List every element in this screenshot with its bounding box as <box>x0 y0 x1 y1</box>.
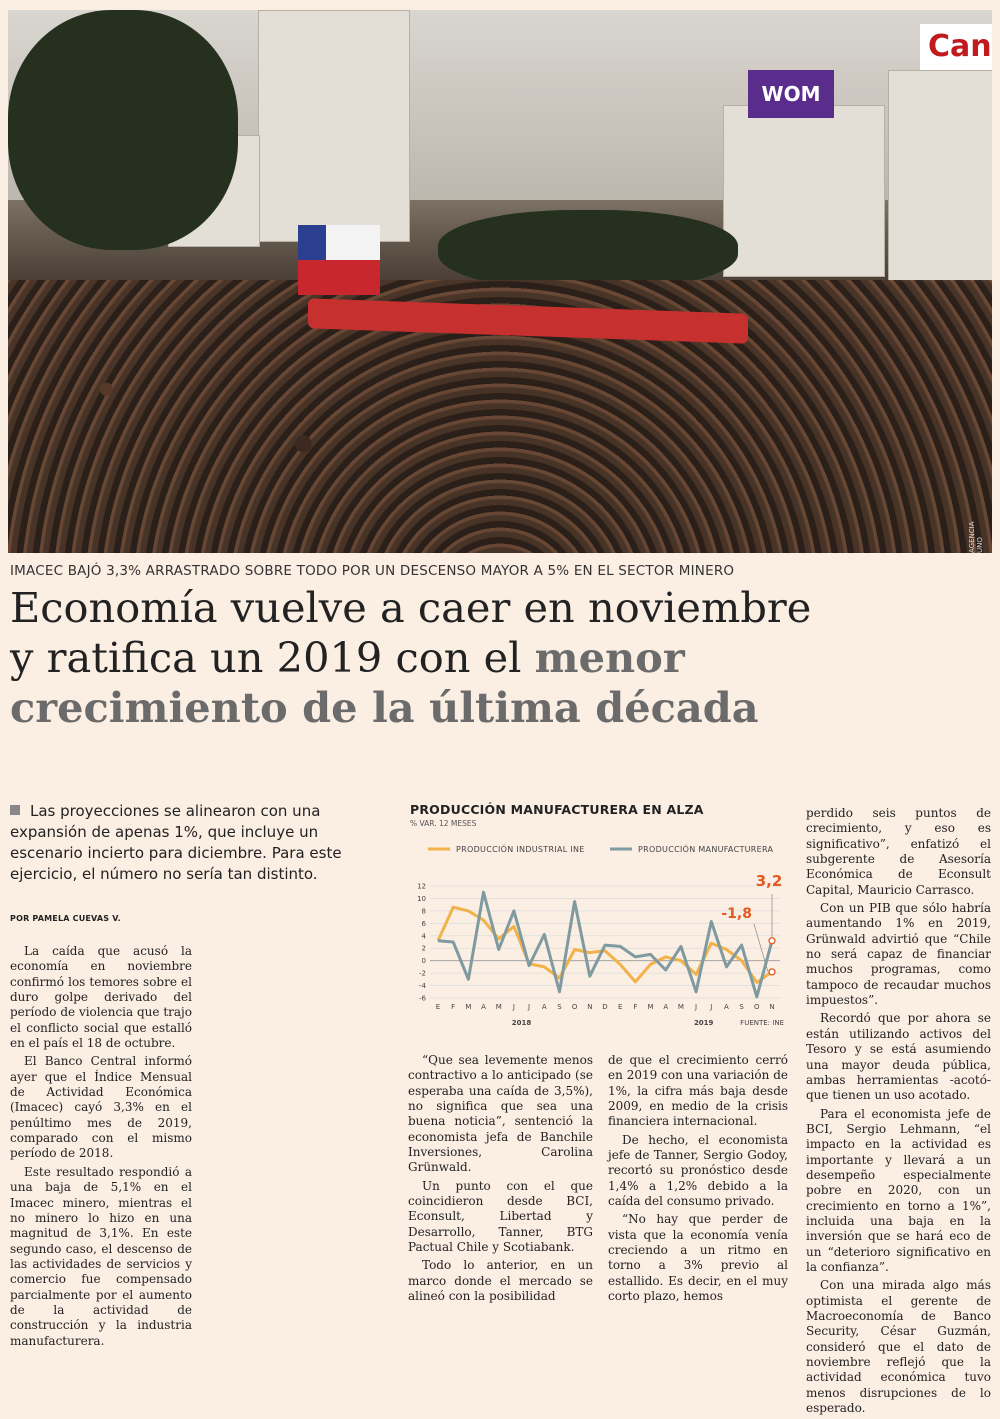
chart-subtitle: % VAR. 12 MESES <box>410 819 477 828</box>
x-tick-label: E <box>436 1003 440 1011</box>
x-tick-label: M <box>648 1003 654 1011</box>
y-tick-label: 12 <box>417 883 426 891</box>
legend-label: PRODUCCIÓN INDUSTRIAL INE <box>456 843 585 854</box>
paragraph: de que el crecimiento cerró en 2019 con … <box>608 1053 788 1129</box>
byline: POR PAMELA CUEVAS V. <box>10 914 121 923</box>
y-tick-label: 8 <box>422 907 426 915</box>
y-tick-label: -4 <box>419 982 427 990</box>
photo-building <box>888 70 992 282</box>
article-column-3: de que el crecimiento cerró en 2019 con … <box>608 1053 788 1308</box>
paragraph: perdido seis puntos de crecimiento, y es… <box>806 806 991 897</box>
photo-credit: AGENCIA UNO <box>968 521 984 554</box>
paragraph: La caída que acusó la economía en noviem… <box>10 944 192 1051</box>
photo-sign-wom: WOM <box>748 70 834 118</box>
x-tick-label: J <box>527 1003 530 1011</box>
paragraph: “No hay que perder de vista que la econo… <box>608 1212 788 1304</box>
lead-paragraph: Las proyecciones se alinearon con una ex… <box>10 801 380 885</box>
year-label: 2018 <box>512 1019 532 1027</box>
manufacturing-chart: PRODUCCIÓN MANUFACTURERA EN ALZA % VAR. … <box>408 800 793 1035</box>
kicker: IMACEC BAJÓ 3,3% ARRASTRADO SOBRE TODO P… <box>10 563 735 579</box>
photo-sign-canon: Can <box>920 24 992 70</box>
article-column-1: La caída que acusó la economía en noviem… <box>10 944 192 1352</box>
paragraph: El Banco Central informó ayer que el Índ… <box>10 1054 192 1161</box>
paragraph: Un punto con el que coincidieron desde B… <box>408 1178 593 1255</box>
news-photo: WOM Can AGENCIA UNO <box>8 10 992 553</box>
chart-svg: PRODUCCIÓN INDUSTRIAL INE PRODUCCIÓN MANU… <box>417 843 784 1027</box>
x-tick-label: S <box>557 1003 562 1011</box>
x-tick-label: F <box>633 1003 637 1011</box>
y-tick-label: -6 <box>419 995 427 1003</box>
chart-title: PRODUCCIÓN MANUFACTURERA EN ALZA <box>410 802 704 817</box>
x-tick-label: M <box>465 1003 471 1011</box>
photo-trees <box>438 210 738 290</box>
annotation-label: -1,8 <box>721 906 752 922</box>
x-tick-label: J <box>709 1003 712 1011</box>
x-tick-label: A <box>663 1003 668 1011</box>
lead-text: Las proyecciones se alinearon con una ex… <box>10 802 342 883</box>
headline-line2b: menor <box>534 633 685 682</box>
x-tick-label: D <box>602 1003 607 1011</box>
x-tick-label: J <box>694 1003 697 1011</box>
x-tick-label: J <box>512 1003 515 1011</box>
paragraph: De hecho, el economista jefe de Tanner, … <box>608 1132 788 1209</box>
paragraph: Recordó que por ahora se están utilizand… <box>806 1011 991 1103</box>
end-marker <box>768 968 776 976</box>
x-tick-label: N <box>769 1003 774 1011</box>
y-tick-label: -2 <box>419 970 426 978</box>
x-tick-label: O <box>754 1003 760 1011</box>
headline-line2a: y ratifica un 2019 con el <box>10 633 535 682</box>
y-tick-label: 10 <box>417 895 426 903</box>
photo-tree <box>8 10 238 250</box>
article-column-4: perdido seis puntos de crecimiento, y es… <box>806 806 991 1419</box>
series-line <box>437 890 774 999</box>
x-tick-label: S <box>739 1003 744 1011</box>
paragraph: Con un PIB que sólo habría aumentando 1%… <box>806 901 991 1008</box>
year-label: 2019 <box>694 1019 714 1027</box>
photo-tower <box>258 10 410 242</box>
annotation-label: 3,2 <box>756 872 783 890</box>
y-tick-label: 6 <box>422 920 427 928</box>
headline-line1: Economía vuelve a caer en noviembre <box>10 583 812 632</box>
x-tick-label: O <box>572 1003 578 1011</box>
y-tick-label: 2 <box>422 945 426 953</box>
y-tick-label: 0 <box>422 957 426 965</box>
x-tick-label: F <box>451 1003 455 1011</box>
x-tick-label: N <box>587 1003 592 1011</box>
x-tick-label: A <box>542 1003 547 1011</box>
legend-label: PRODUCCIÓN MANUFACTURERA <box>638 843 774 854</box>
headline-line3: crecimiento de la última década <box>10 683 759 732</box>
paragraph: Para el economista jefe de BCI, Sergio L… <box>806 1106 991 1274</box>
paragraph: Este resultado respondió a una baja de 5… <box>10 1164 192 1348</box>
end-marker <box>768 937 776 945</box>
headline: Economía vuelve a caer en noviembre y ra… <box>10 583 995 733</box>
annotation-leader <box>753 923 769 972</box>
photo-building <box>723 105 885 277</box>
paragraph: Con una mirada algo más optimista el ger… <box>806 1278 991 1416</box>
x-tick-label: M <box>678 1003 684 1011</box>
paragraph: “Que sea levemente menos contractivo a l… <box>408 1053 593 1175</box>
x-tick-label: E <box>618 1003 622 1011</box>
y-tick-label: 4 <box>422 932 427 940</box>
x-tick-label: M <box>496 1003 502 1011</box>
square-bullet-icon <box>10 805 20 815</box>
article-column-2: “Que sea levemente menos contractivo a l… <box>408 1053 593 1308</box>
chile-flag <box>298 225 380 295</box>
x-tick-label: A <box>481 1003 486 1011</box>
paragraph: Todo lo anterior, en un marco donde el m… <box>408 1258 593 1304</box>
chart-source: FUENTE: INE <box>740 1019 784 1027</box>
x-tick-label: A <box>724 1003 729 1011</box>
